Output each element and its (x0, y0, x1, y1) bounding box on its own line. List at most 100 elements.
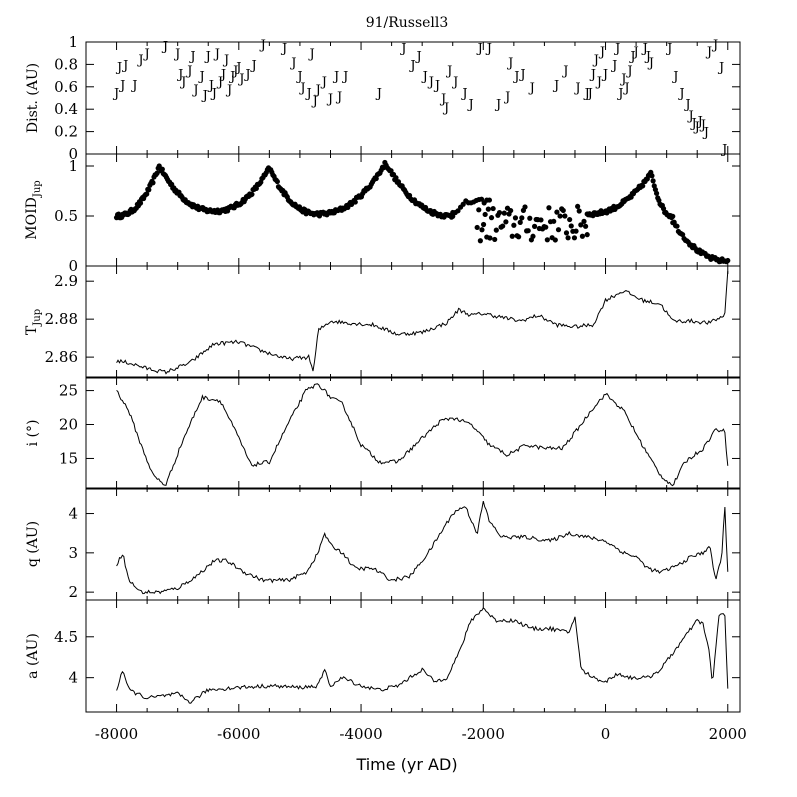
data-point: J (595, 75, 602, 90)
data-point: J (592, 53, 599, 68)
data-point: J (176, 67, 183, 82)
data-point: J (528, 81, 535, 96)
data-point (146, 187, 152, 193)
data-point (512, 215, 519, 221)
chart-title: 91/Russell3 (366, 15, 449, 31)
data-point: J (686, 109, 693, 124)
data-point: J (289, 56, 296, 71)
data-point: J (433, 79, 440, 94)
panel-inc: 15 20 25 i (°) (25, 376, 741, 490)
series-line (116, 383, 729, 487)
data-point: J (506, 56, 513, 71)
data-point (650, 178, 656, 184)
x-tick-labels: -8000 -6000 -4000 -2000 0 2000 (95, 725, 747, 743)
data-point: J (228, 70, 235, 85)
data-point (488, 215, 495, 221)
data-point: J (647, 56, 654, 71)
data-point (479, 227, 485, 233)
data-point (503, 219, 509, 225)
data-point (508, 207, 514, 214)
data-point: J (690, 117, 697, 132)
data-point: J (616, 86, 623, 101)
data-point (477, 238, 483, 244)
data-point: J (222, 53, 229, 68)
data-point: J (561, 64, 568, 79)
y-axis-label-main: q (AU) (25, 521, 41, 567)
data-point: J (503, 90, 510, 105)
data-point (538, 217, 544, 223)
y-axis-label: Dist. (AU) (25, 63, 41, 133)
data-point: J (210, 86, 217, 101)
data-point: J (466, 98, 473, 113)
y-axis-label-main: i (°) (25, 420, 41, 447)
data-point: J (702, 126, 709, 141)
series-line (116, 271, 729, 375)
data-point (492, 236, 498, 243)
data-point: J (421, 70, 428, 85)
data-point: J (143, 47, 150, 62)
data-point (557, 213, 563, 219)
y-axis-label-main: a (AU) (25, 633, 41, 679)
data-point: J (460, 86, 467, 101)
data-point: J (115, 61, 122, 76)
data-point (531, 223, 538, 229)
data-point: J (295, 70, 302, 85)
data-point: J (494, 98, 501, 113)
data-point (517, 219, 523, 225)
data-point (680, 231, 686, 238)
data-point: J (705, 45, 712, 60)
y-tick-label: 2.9 (54, 272, 78, 290)
data-point: J (665, 42, 672, 57)
y-tick-label: 4.5 (54, 628, 78, 646)
data-point: J (314, 83, 321, 98)
y-tick-label: 0.6 (54, 78, 78, 96)
data-point: J (375, 86, 382, 101)
x-axis-label: Time (yr AD) (355, 755, 457, 774)
data-point (571, 235, 578, 241)
data-point (581, 218, 587, 224)
data-point: J (442, 101, 449, 116)
data-point (500, 223, 506, 229)
data-point: J (644, 49, 651, 64)
data-point: J (613, 42, 620, 57)
data-point: J (191, 83, 198, 98)
y-tick-label: 1 (68, 33, 78, 51)
data-point (519, 215, 525, 221)
panel-frame (85, 487, 741, 601)
data-point: J (188, 49, 195, 64)
data-point (670, 213, 676, 219)
data-point: J (415, 49, 422, 64)
data-point (373, 175, 379, 182)
data-point: J (341, 70, 348, 85)
data-point (568, 223, 574, 229)
data-point: J (622, 81, 629, 96)
data-point: J (112, 86, 119, 101)
data-point: J (573, 81, 580, 96)
y-tick-label: 0.5 (54, 207, 78, 225)
data-point (144, 191, 150, 197)
data-point: J (610, 58, 617, 73)
data-point: J (207, 79, 214, 94)
data-point: J (445, 64, 452, 79)
y-tick-label: 0.8 (54, 55, 78, 73)
data-point: J (204, 49, 211, 64)
data-point: J (161, 39, 168, 54)
y-axis-label: q (AU) (25, 521, 41, 567)
data-point: J (259, 38, 266, 53)
data-point (674, 223, 680, 229)
y-tick-label: 2 (68, 583, 78, 601)
y-tick-label: 2.88 (45, 310, 78, 328)
y-tick-label: 0.4 (54, 100, 78, 118)
panel-tjup: 2.86 2.88 2.9 TJup (24, 265, 741, 379)
data-point (583, 223, 589, 229)
data-point (485, 206, 491, 212)
data-point (274, 178, 280, 185)
data-point: J (311, 94, 318, 109)
x-tick-label: -4000 (339, 725, 382, 743)
y-tick-label: 2.86 (45, 348, 78, 366)
y-axis-label-sub: Jup (32, 180, 43, 198)
data-point: J (485, 42, 492, 57)
data-point (486, 197, 493, 203)
data-point: J (201, 89, 208, 104)
